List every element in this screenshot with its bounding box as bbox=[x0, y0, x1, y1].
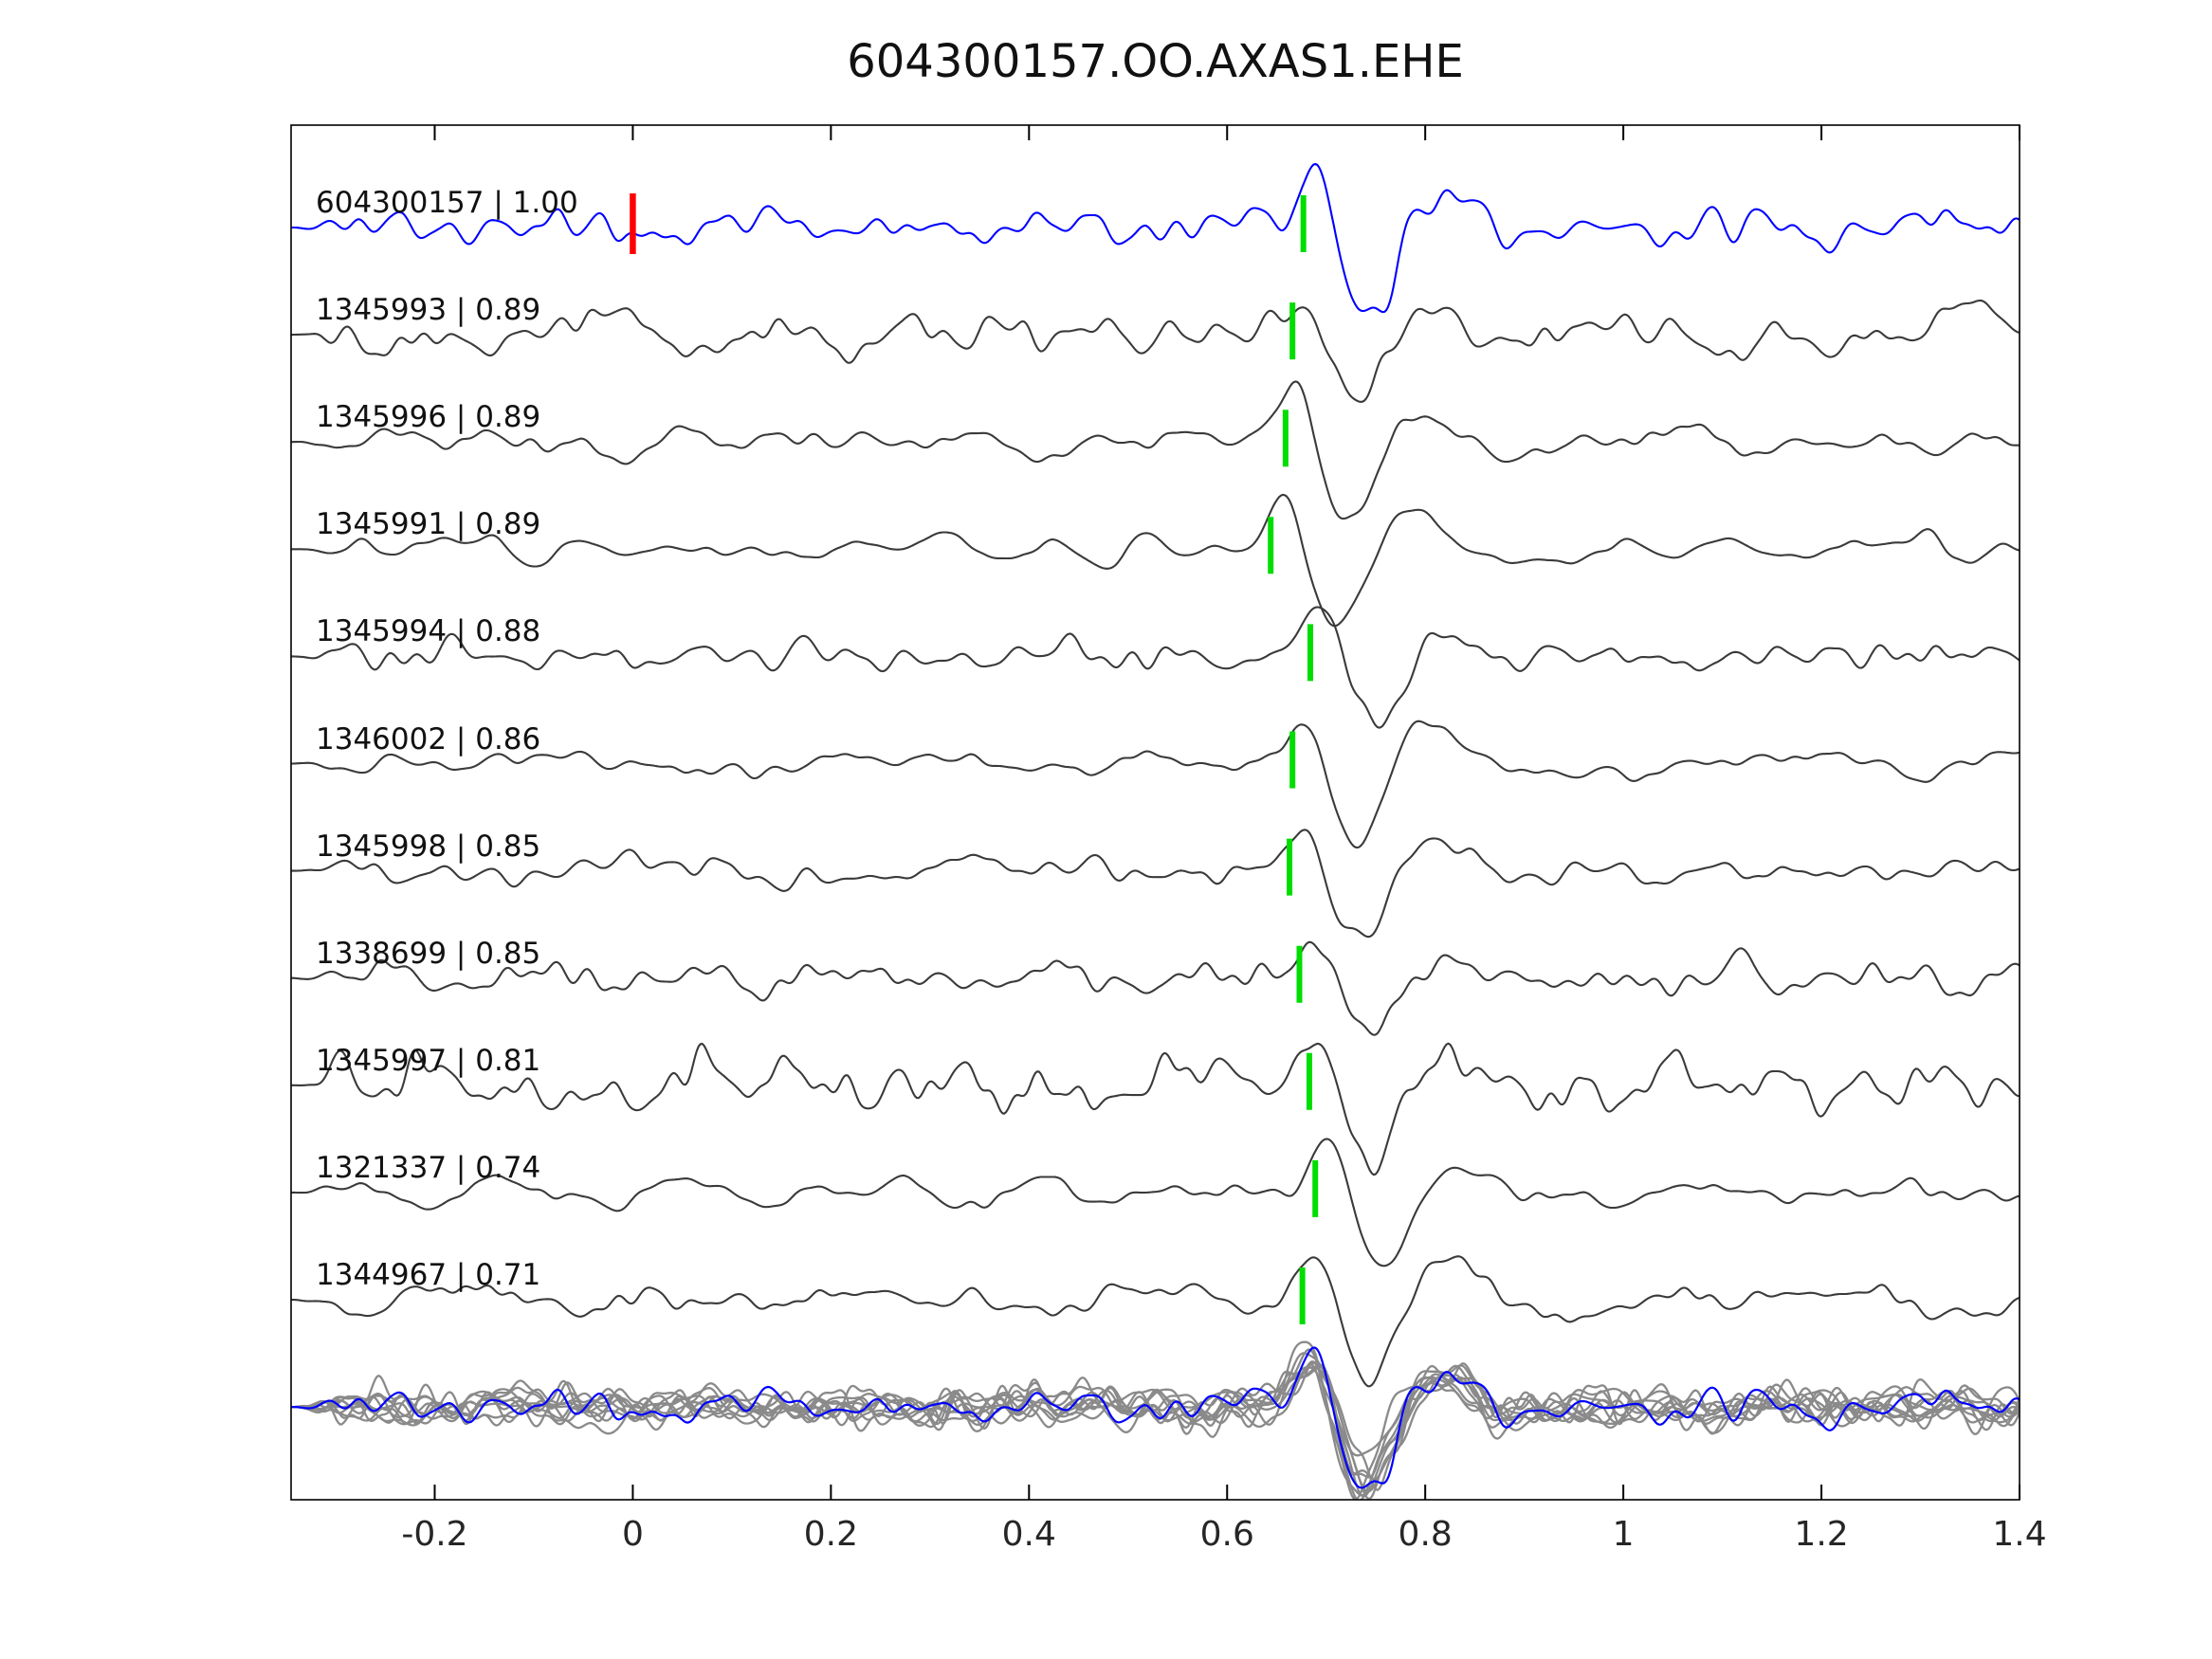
x-tick-label: 1.2 bbox=[1794, 1515, 1848, 1554]
trace-path-1344967 bbox=[291, 1255, 2020, 1388]
trace-layer bbox=[291, 162, 2020, 1500]
trace-path-1345993 bbox=[291, 299, 2020, 403]
x-tick-label: 0.6 bbox=[1200, 1515, 1254, 1554]
stack-trace-path bbox=[291, 1352, 2020, 1481]
axes-border bbox=[290, 124, 2020, 1501]
trace-path-1345994 bbox=[291, 606, 2020, 729]
trace-path-1338699 bbox=[291, 940, 2020, 1036]
x-tick-label: 1 bbox=[1613, 1515, 1635, 1554]
trace-path-1345991 bbox=[291, 493, 2020, 628]
stack-trace-path bbox=[291, 1363, 2020, 1479]
stack-trace-path bbox=[291, 1340, 2020, 1500]
x-tick-label: -0.2 bbox=[401, 1515, 467, 1554]
x-tick-label: 0.4 bbox=[1002, 1515, 1056, 1554]
trace-label: 1345998 | 0.85 bbox=[316, 829, 541, 864]
x-tick-label: 0 bbox=[622, 1515, 644, 1554]
trace-path-1346002 bbox=[291, 720, 2020, 849]
trace-label: 604300157 | 1.00 bbox=[316, 186, 578, 220]
stack-template-path bbox=[291, 1346, 2020, 1489]
trace-label: 1345994 | 0.88 bbox=[316, 614, 541, 649]
stack-trace-path bbox=[291, 1363, 2020, 1498]
trace-path-1345998 bbox=[291, 829, 2020, 939]
stack-trace-path bbox=[291, 1361, 2020, 1500]
stack-trace-path bbox=[291, 1361, 2020, 1492]
trace-label: 1338699 | 0.85 bbox=[316, 936, 541, 971]
stack-trace-path bbox=[291, 1365, 2020, 1493]
trace-label: 1346002 | 0.86 bbox=[316, 721, 541, 757]
stack-trace-path bbox=[291, 1360, 2020, 1497]
x-tick-label: 0.8 bbox=[1398, 1515, 1453, 1554]
trace-label: 1344967 | 0.71 bbox=[316, 1258, 541, 1292]
figure-title: 604300157.OO.AXAS1.EHE bbox=[847, 35, 1464, 88]
trace-label: 1345993 | 0.89 bbox=[316, 293, 541, 328]
trace-path-1345996 bbox=[291, 380, 2020, 520]
trace-label: 1345996 | 0.89 bbox=[316, 400, 541, 435]
x-tick-label: 1.4 bbox=[1992, 1515, 2046, 1554]
x-tick-label: 0.2 bbox=[804, 1515, 858, 1554]
trace-label: 1345991 | 0.89 bbox=[316, 507, 541, 542]
stack-trace-path bbox=[291, 1348, 2020, 1500]
trace-path-1321337 bbox=[291, 1138, 2020, 1267]
trace-path-604300157 bbox=[291, 162, 2020, 314]
trace-path-1345997 bbox=[291, 1042, 2020, 1176]
trace-label: 1345997 | 0.81 bbox=[316, 1043, 541, 1078]
trace-label: 1321337 | 0.74 bbox=[316, 1150, 541, 1185]
